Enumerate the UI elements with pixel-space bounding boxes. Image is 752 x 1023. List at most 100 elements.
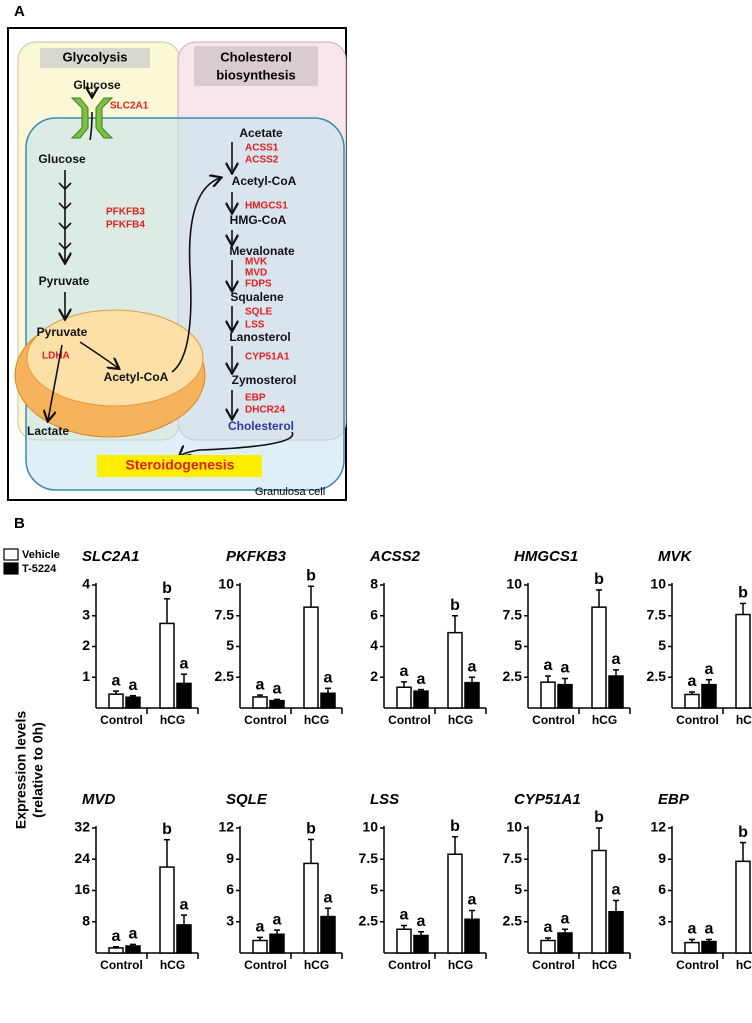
chart-title: SLC2A1 — [82, 548, 140, 565]
legend-swatch — [3, 562, 19, 575]
chart-title: CYP51A1 — [514, 791, 581, 808]
metabolite: Cholesterol — [228, 419, 294, 433]
x-tick-label: hCG — [736, 713, 752, 727]
enzyme: HMGCS1 — [245, 201, 288, 212]
y-tick-label: 2.5 — [503, 912, 523, 928]
bar — [252, 696, 268, 709]
metabolite: Pyruvate — [39, 274, 90, 288]
bar — [176, 924, 192, 954]
y-tick-label: 32 — [74, 819, 90, 835]
y-tick-label: 8 — [82, 912, 90, 928]
bar — [684, 693, 700, 709]
bar — [108, 693, 124, 709]
x-tick-label: Control — [388, 713, 431, 727]
bar — [125, 696, 141, 709]
bar — [701, 683, 717, 709]
y-tick-label: 3 — [226, 912, 234, 928]
significance-letter: a — [112, 928, 121, 945]
significance-letter: a — [324, 889, 333, 906]
metabolite: Lactate — [27, 424, 69, 438]
y-tick-label: 7.5 — [647, 606, 667, 622]
chart-title: HMGCS1 — [514, 548, 578, 565]
bar — [320, 692, 336, 709]
y-tick-label: 10 — [650, 576, 666, 592]
significance-letter: b — [306, 567, 316, 584]
significance-letter: a — [256, 676, 265, 693]
significance-letter: a — [544, 919, 553, 936]
x-tick-label: hCG — [304, 713, 329, 727]
y-tick-label: 10 — [506, 819, 522, 835]
metabolite: Pyruvate — [37, 325, 88, 339]
y-axis-label: Expression levels (relative to 0h) — [13, 711, 46, 830]
cholesterol-title: biosynthesis — [216, 67, 295, 82]
y-tick-label: 16 — [74, 881, 90, 897]
y-tick-label: 4 — [370, 637, 378, 653]
bar — [108, 947, 124, 954]
y-tick-label: 1 — [82, 668, 90, 684]
bar — [252, 939, 268, 954]
bar — [591, 606, 607, 709]
significance-letter: a — [561, 910, 570, 927]
y-tick-label: 9 — [658, 850, 666, 866]
y-label-line: Expression levels — [13, 711, 29, 830]
significance-letter: a — [468, 892, 477, 909]
significance-letter: a — [129, 926, 138, 943]
x-tick-label: hCG — [592, 713, 617, 727]
significance-letter: a — [417, 913, 426, 930]
bar — [447, 853, 463, 954]
significance-letter: a — [612, 882, 621, 899]
bar — [464, 681, 480, 709]
x-tick-label: Control — [100, 958, 143, 972]
enzyme: SQLE — [245, 307, 273, 318]
x-tick-label: hCG — [592, 958, 617, 972]
y-tick-label: 7.5 — [215, 606, 235, 622]
title-box — [194, 46, 318, 86]
y-tick-label: 9 — [226, 850, 234, 866]
bar — [735, 613, 751, 709]
transporter — [70, 97, 114, 139]
significance-letter: b — [162, 580, 172, 597]
bar — [303, 862, 319, 954]
chart-title: LSS — [370, 791, 399, 808]
significance-letter: a — [688, 921, 697, 938]
y-tick-label: 10 — [218, 576, 234, 592]
arrows — [48, 92, 294, 456]
bar — [735, 860, 751, 954]
metabolite: HMG-CoA — [230, 213, 287, 227]
y-tick-label: 12 — [650, 819, 666, 835]
bar — [447, 631, 463, 709]
significance-letter: a — [705, 921, 714, 938]
x-tick-label: hCG — [160, 958, 185, 972]
x-tick-label: Control — [532, 958, 575, 972]
significance-letter: b — [594, 571, 604, 588]
bar — [269, 699, 285, 709]
bar — [701, 940, 717, 954]
bar — [684, 941, 700, 954]
bar — [464, 918, 480, 954]
significance-letter: b — [738, 585, 748, 602]
x-tick-label: Control — [676, 713, 719, 727]
enzyme: PFKFB3 — [106, 207, 145, 218]
metabolite: Acetyl-CoA — [232, 174, 297, 188]
significance-letter: a — [273, 681, 282, 698]
panel-label: A — [14, 3, 25, 20]
y-tick-label: 7.5 — [503, 850, 523, 866]
bar — [608, 911, 624, 954]
significance-letter: a — [400, 907, 409, 924]
bar — [396, 928, 412, 954]
x-tick-label: Control — [100, 713, 143, 727]
significance-letter: a — [688, 673, 697, 690]
y-tick-label: 4 — [82, 576, 90, 592]
y-tick-label: 3 — [82, 606, 90, 622]
metabolite: Zymosterol — [232, 373, 297, 387]
y-tick-label: 5 — [514, 881, 522, 897]
significance-letter: a — [129, 677, 138, 694]
significance-letter: b — [306, 821, 316, 838]
legend-label: T-5224 — [22, 563, 57, 575]
y-tick-label: 2 — [82, 637, 90, 653]
metabolite: Acetyl-CoA — [104, 370, 169, 384]
bar — [159, 866, 175, 954]
chart-title: ACSS2 — [369, 548, 421, 565]
y-tick-label: 24 — [74, 850, 90, 866]
